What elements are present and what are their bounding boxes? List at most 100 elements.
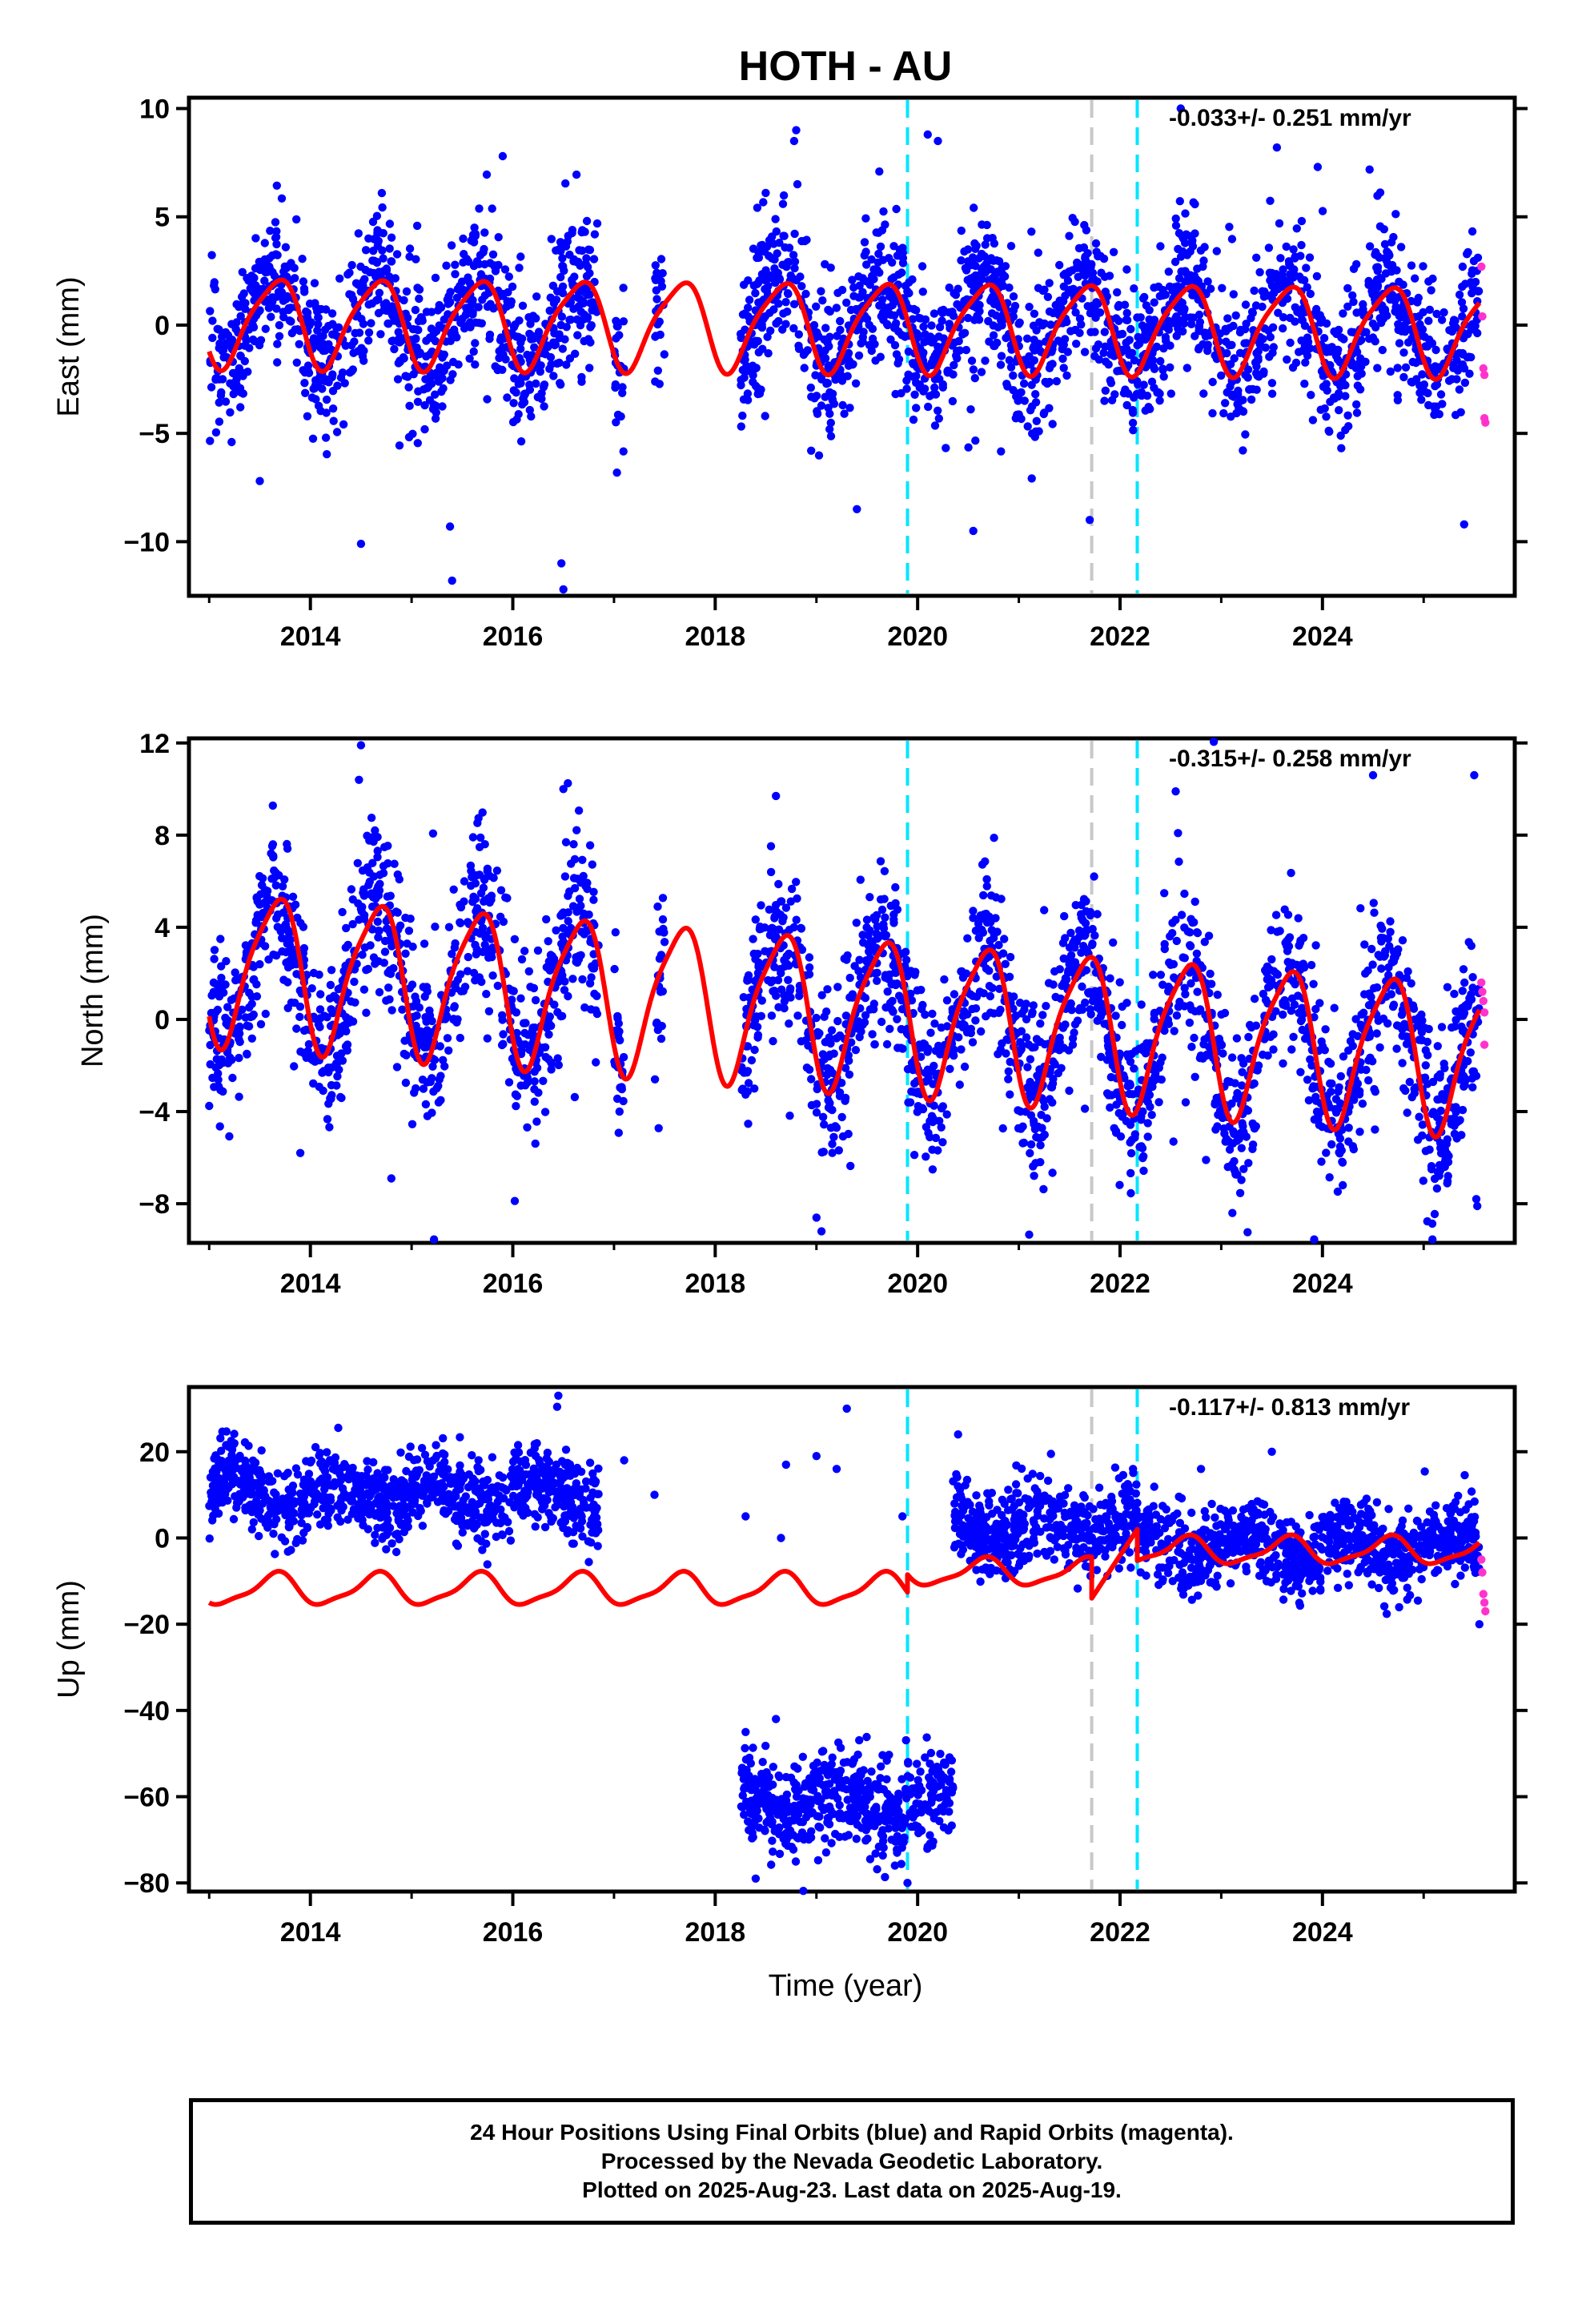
east-point [919, 387, 928, 396]
east-outlier-point [853, 505, 861, 513]
north-point [905, 1098, 915, 1107]
east-point [1054, 336, 1062, 345]
east-point [1455, 290, 1464, 300]
north-point [1036, 1019, 1045, 1028]
east-point [1222, 327, 1231, 336]
north-point [852, 919, 861, 927]
north-point [338, 907, 347, 917]
east-point [231, 368, 239, 378]
east-point [818, 296, 827, 305]
east-x-tick-label: 2020 [887, 621, 948, 652]
east-point [736, 329, 745, 339]
east-point [1092, 247, 1101, 256]
north-point [1025, 1230, 1034, 1239]
north-point [296, 919, 305, 927]
east-point [1437, 316, 1447, 324]
east-point [1027, 380, 1036, 389]
east-point [232, 318, 241, 327]
east-point [422, 308, 432, 316]
east-point [963, 245, 973, 254]
east-point [421, 375, 430, 384]
north-point [1402, 973, 1411, 983]
north-point [485, 871, 494, 880]
east-point [532, 314, 540, 323]
east-point [895, 245, 905, 254]
north-point [387, 1006, 396, 1015]
north-point [985, 967, 994, 975]
east-point [462, 304, 471, 312]
east-point [1219, 408, 1228, 418]
east-point [1455, 385, 1464, 394]
east-point [1357, 362, 1366, 371]
east-point [737, 380, 745, 390]
north-point [235, 1053, 243, 1063]
east-point [249, 323, 259, 332]
east-point [420, 400, 429, 410]
east-point [373, 242, 382, 251]
east-point [556, 247, 565, 255]
east-point [957, 226, 966, 235]
east-point [1343, 283, 1352, 293]
north-point [807, 1075, 816, 1084]
north-point [1386, 927, 1395, 937]
north-point [443, 1034, 452, 1043]
north-point [479, 883, 488, 892]
east-point [1242, 320, 1251, 328]
east-point [1134, 332, 1142, 342]
north-point [488, 971, 497, 980]
north-point [283, 1003, 292, 1013]
north-point [1126, 1168, 1135, 1178]
east-point [486, 259, 495, 267]
east-point [298, 255, 307, 263]
north-point [382, 996, 391, 1005]
east-point [547, 360, 556, 369]
east-point [431, 414, 440, 423]
east-point [558, 254, 567, 263]
east-point [749, 244, 758, 253]
north-point [1433, 1042, 1443, 1051]
east-point [385, 272, 394, 281]
east-point [1045, 279, 1054, 287]
east-x-tick-label: 2024 [1292, 621, 1353, 652]
north-point [362, 966, 371, 975]
east-point [1359, 300, 1367, 309]
north-point [1037, 1111, 1046, 1120]
north-point [325, 1123, 334, 1132]
east-point [215, 417, 224, 426]
east-point [1431, 382, 1439, 391]
east-point [500, 265, 510, 274]
east-point [576, 321, 585, 330]
north-point [829, 1132, 838, 1142]
north-point [335, 1065, 343, 1075]
east-point [964, 443, 973, 452]
north-point [1415, 1112, 1423, 1121]
east-point [1092, 298, 1101, 307]
east-point [1458, 312, 1467, 321]
east-point [1101, 357, 1110, 366]
east-outlier-point [792, 126, 801, 135]
north-point [323, 1013, 331, 1022]
east-point [1032, 416, 1042, 425]
east-point [977, 264, 986, 274]
north-point [572, 826, 581, 834]
east-point [860, 238, 869, 247]
north-point [554, 1060, 563, 1070]
east-point [1029, 344, 1038, 352]
east-point [764, 349, 773, 358]
north-point [1127, 1136, 1137, 1144]
east-point [860, 251, 869, 260]
east-point [1015, 318, 1024, 327]
east-point [861, 214, 870, 223]
east-point [930, 383, 939, 392]
north-point [877, 1017, 886, 1027]
east-point [211, 428, 221, 437]
east-point [848, 360, 857, 369]
north-point [1287, 868, 1295, 878]
east-point [797, 282, 806, 291]
north-point [1174, 857, 1183, 866]
north-point [309, 968, 319, 978]
east-point [793, 179, 802, 189]
north-point [481, 931, 490, 939]
north-point [255, 959, 264, 969]
north-point [747, 1055, 757, 1065]
